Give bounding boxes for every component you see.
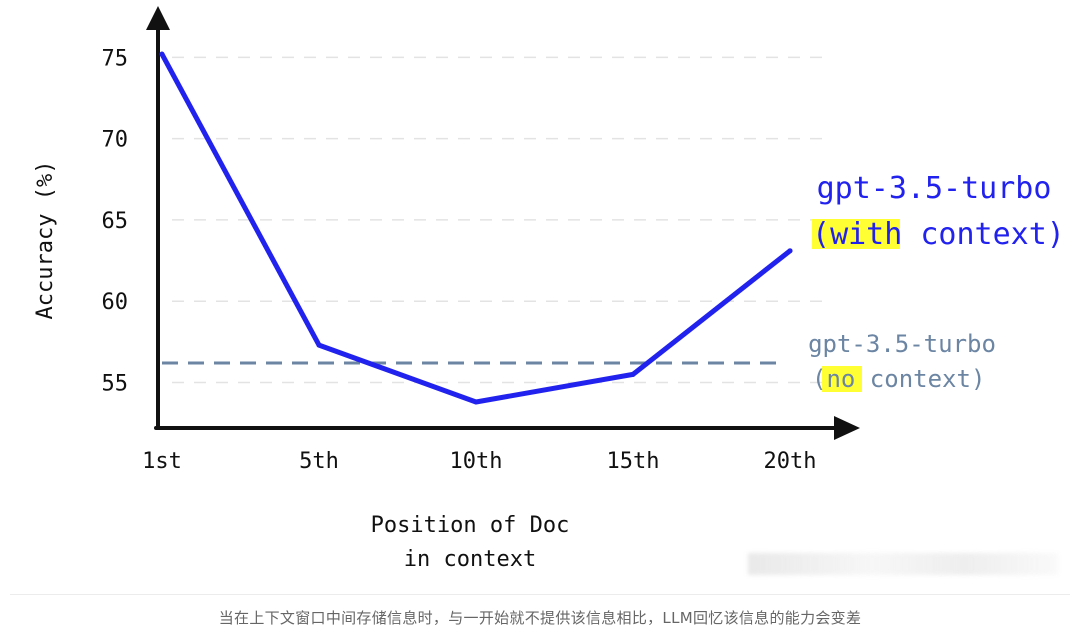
grid-lines (172, 56, 822, 384)
axes (146, 6, 860, 440)
y-tick-label: 60 (102, 290, 129, 315)
chart-area: 75 70 65 60 55 1st 5th 10th 15th 20th Accuracy (… (33, 6, 1065, 572)
data-point (316, 342, 322, 348)
label-open-paren: ( (812, 217, 830, 252)
data-point (159, 51, 165, 57)
label-open-paren-2: ( (812, 365, 826, 393)
series (159, 51, 793, 405)
series-line-with-context (159, 51, 793, 405)
x-tick-label: 20th (764, 449, 817, 474)
line-chart: 75 70 65 60 55 1st 5th 10th 15th 20th Accuracy (… (33, 6, 1065, 572)
series-label-with-context-line2: (with context) (812, 217, 1065, 252)
series-label-no-context-line2: (no context) (812, 365, 985, 393)
x-axis-arrow (834, 416, 860, 440)
y-axis-title: Accuracy (%) (33, 161, 58, 320)
y-tick-label: 70 (102, 128, 129, 153)
figure-caption: 当在上下文窗口中间存储信息时，与一开始就不提供该信息相比，LLM回忆该信息的能力… (218, 608, 862, 627)
highlight-no (822, 366, 862, 392)
data-point (787, 248, 793, 254)
y-tick-label: 65 (102, 209, 129, 234)
blurred-watermark (748, 553, 1058, 575)
label-highlight-no: no (826, 365, 855, 393)
label-highlight-with: with (830, 217, 902, 252)
y-tick-label: 55 (102, 371, 129, 396)
y-tick-label: 75 (102, 46, 129, 71)
caption-bar: 当在上下文窗口中间存储信息时，与一开始就不提供该信息相比，LLM回忆该信息的能力… (10, 594, 1070, 639)
x-tick-label: 15th (607, 449, 660, 474)
x-axis-title-line2: in context (404, 547, 536, 572)
label-context-close-2: context) (855, 365, 985, 393)
data-point (630, 371, 636, 377)
series-label-no-context-line1: gpt-3.5-turbo (808, 330, 996, 358)
x-tick-label: 5th (299, 449, 339, 474)
highlight-with (812, 219, 900, 249)
x-tick-label: 1st (142, 449, 182, 474)
series-label-with-context-line1: gpt-3.5-turbo (817, 171, 1052, 206)
data-point (473, 399, 479, 405)
label-context-close: context) (902, 217, 1065, 252)
x-tick-label: 10th (450, 449, 503, 474)
x-axis-title-line1: Position of Doc (371, 513, 570, 538)
x-tick-labels: 1st 5th 10th 15th 20th (142, 449, 816, 474)
y-axis-arrow (146, 6, 170, 30)
series-label-no-context: gpt-3.5-turbo (no context) (808, 330, 996, 393)
series-label-with-context: gpt-3.5-turbo (with context) (812, 171, 1065, 252)
y-tick-labels: 75 70 65 60 55 (102, 46, 129, 396)
